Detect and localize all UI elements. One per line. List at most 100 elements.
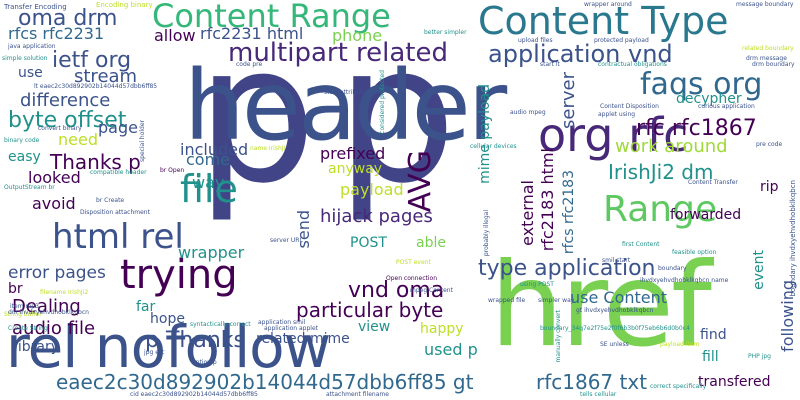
word-cloud-word: convert binary	[38, 125, 82, 132]
word-cloud-word: org rfc	[538, 108, 689, 162]
word-cloud-word: avoid	[32, 194, 76, 213]
word-cloud-word: view	[358, 319, 391, 335]
word-cloud-word: able	[416, 235, 446, 251]
word-cloud-word: simple solution	[2, 55, 48, 62]
word-cloud-word: server	[558, 72, 579, 129]
word-cloud-word: external	[518, 180, 537, 246]
word-cloud-word: SE unless	[600, 341, 629, 348]
word-cloud-word: html rel	[52, 217, 184, 257]
word-cloud-word: mpeg Content	[410, 287, 453, 294]
word-cloud-word: far	[136, 299, 156, 315]
word-cloud-word: protected payload	[594, 37, 649, 44]
word-cloud-word: wrapper around	[584, 1, 632, 8]
word-cloud-word: POST event	[396, 259, 431, 266]
word-cloud-word: ietf org	[52, 48, 132, 73]
word-cloud-word: syntactically correct	[190, 321, 251, 328]
word-cloud-word: lt eaec2c30d892902b14044d57dbb6ff85	[34, 83, 158, 90]
word-cloud-word: Thanks p	[50, 150, 141, 174]
word-cloud-word: hijack pages	[320, 206, 433, 227]
word-cloud-word: AVG	[403, 150, 438, 213]
word-cloud-word: vnd oma	[348, 278, 445, 303]
word-cloud-word: curious application	[698, 103, 755, 110]
word-cloud-word: contractual obligations	[598, 61, 667, 68]
word-cloud-word: Content Disposition	[600, 103, 659, 110]
word-cloud-word: audio mpeg	[510, 109, 546, 116]
word-cloud-word: happy	[420, 321, 464, 337]
word-cloud-word: mime payload	[477, 84, 493, 184]
word-cloud-word: allow	[154, 26, 196, 45]
word-cloud-word: rfc2231 html	[200, 24, 304, 43]
word-cloud-word: use	[18, 65, 43, 81]
word-cloud-word: option p	[192, 359, 217, 366]
word-cloud-word: href	[490, 238, 712, 373]
word-cloud-word: ihvdxyehvdhobklkqbcn name	[640, 277, 729, 284]
word-cloud-word: binary code	[4, 137, 40, 144]
word-cloud-word: probably illegal	[483, 210, 490, 257]
word-cloud-word: rfc2183 html	[538, 148, 557, 252]
word-cloud-word: payload item	[660, 341, 700, 348]
word-cloud-word: use Content	[570, 288, 668, 307]
word-cloud-word: wrapper	[178, 243, 245, 262]
word-cloud-word: hope	[150, 311, 185, 327]
word-cloud-word: br Create	[96, 197, 125, 204]
word-cloud-word: difference	[20, 90, 111, 111]
word-cloud-word: Content Type	[478, 0, 729, 43]
word-cloud-word: Content Range	[152, 0, 391, 35]
word-cloud-word: manually convert	[555, 310, 562, 363]
word-cloud-word: write content	[401, 92, 408, 132]
word-cloud-word: particular byte	[296, 298, 444, 322]
word-cloud-word: multipart related	[228, 38, 448, 68]
word-cloud-word: drm boundary	[752, 61, 795, 68]
word-cloud-word: simpler way	[538, 297, 575, 304]
word-cloud-word: dm ihvdxyehvdhobklkqbcn	[8, 309, 89, 316]
word-cloud-word: Open connection	[386, 275, 437, 282]
word-cloud-word: stream	[74, 66, 138, 87]
word-cloud-word: br Open	[160, 167, 185, 174]
word-cloud-word: feasible option	[672, 249, 717, 256]
word-cloud-word: boundary_34q7e2f75e2f0f6b3b0f75eb6b6d0b0…	[540, 325, 690, 332]
word-cloud-word: correct specifically	[650, 383, 707, 390]
word-cloud-word: byte offset	[8, 108, 127, 133]
word-cloud-word: rip	[760, 179, 779, 195]
word-cloud-word: fill	[702, 349, 719, 365]
word-cloud-word: transfered	[698, 374, 771, 390]
word-cloud-word: oma drm	[18, 6, 118, 31]
word-cloud-word: file	[180, 167, 238, 211]
word-cloud-word: attachment filename	[326, 391, 389, 398]
word-cloud-word: easy	[8, 149, 41, 165]
word-cloud-word: message boundary	[736, 1, 794, 8]
word-cloud-word: using POST	[520, 281, 554, 288]
word-cloud-word: prefixed	[320, 144, 386, 163]
word-cloud-word: rfcs rfc2231	[8, 24, 105, 43]
word-cloud-word: application smil	[258, 319, 306, 326]
word-cloud-word: p	[336, 4, 457, 225]
word-cloud-word: item mp3	[10, 303, 39, 310]
word-cloud-word: error pages	[8, 263, 106, 283]
word-cloud-word: java application	[8, 43, 56, 50]
word-cloud-word: phone	[332, 26, 383, 45]
word-cloud-word: p Thanks	[145, 328, 245, 353]
word-cloud-word: Create String	[8, 325, 48, 332]
word-cloud-word: forwarded	[670, 207, 742, 223]
word-cloud-word: tells cellular	[580, 391, 617, 398]
word-cloud-word: rfc rfc1867	[636, 116, 757, 141]
word-cloud-word: looked	[28, 168, 81, 187]
word-cloud-word: wrapped file	[488, 297, 526, 304]
word-cloud-word: find	[700, 327, 727, 343]
word-cloud-word: smil start	[602, 257, 631, 264]
word-cloud-word: jpg etc	[144, 349, 165, 356]
word-cloud-word: br	[8, 281, 23, 297]
word-cloud-word: String buffer	[4, 311, 42, 318]
word-cloud-word: code pre	[236, 61, 263, 68]
word-cloud-word: included	[180, 140, 249, 159]
word-cloud-word: start lt	[540, 61, 560, 68]
word-cloud-word: anyway	[328, 161, 383, 177]
word-cloud-word: related boundary	[742, 45, 794, 52]
word-cloud-word: rfc1867 txt	[536, 370, 648, 394]
word-cloud-word: way	[192, 173, 225, 192]
word-cloud-word: related mime	[256, 331, 350, 347]
word-cloud-word: server URL	[270, 237, 303, 244]
word-cloud-word: decypher	[676, 91, 742, 107]
word-cloud-word: Transfer Encoding	[4, 3, 67, 11]
